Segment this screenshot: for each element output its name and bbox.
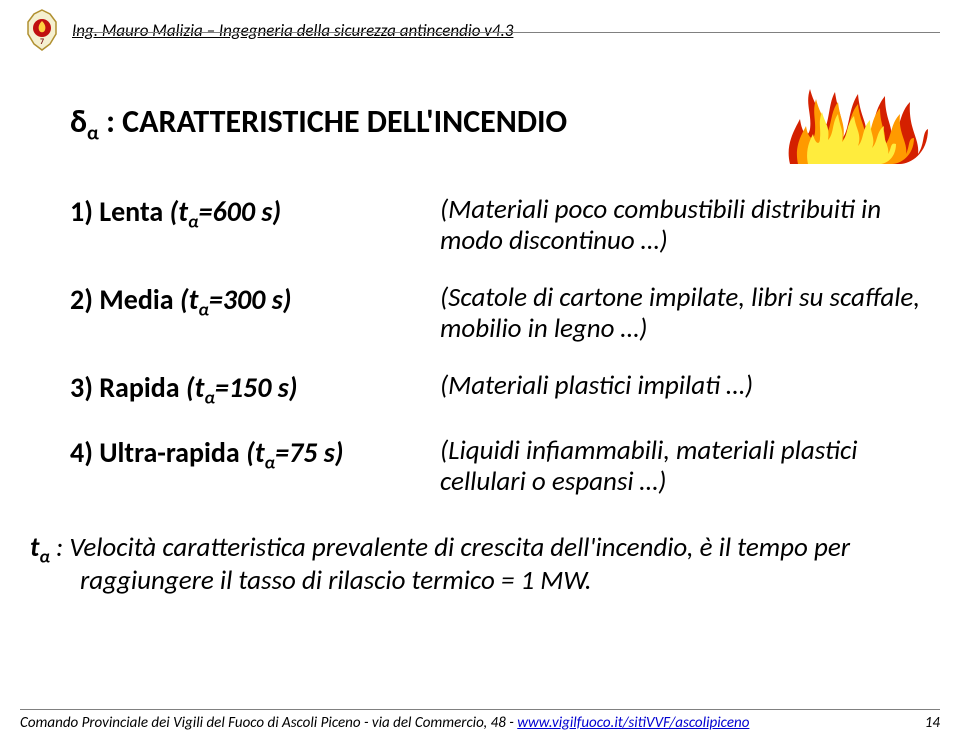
fire-icon: [780, 84, 930, 164]
growth-label: 1) Lenta (tα=600 s): [70, 194, 440, 233]
label-sub: α: [204, 387, 215, 409]
label-var: (t: [246, 435, 264, 470]
footer-link[interactable]: www.vigilfuoco.it/sitiVVF/ascolipiceno: [517, 714, 749, 732]
header-bar: 7 Ing. Mauro Malizia – Ingegneria della …: [0, 0, 960, 56]
header-text: Ing. Mauro Malizia – Ingegneria della si…: [72, 20, 513, 41]
title-sub: α: [87, 122, 99, 146]
title-delta: δ: [70, 102, 87, 141]
label-text: 2) Media: [70, 282, 180, 317]
footer-text: Comando Provinciale dei Vigili del Fuoco…: [20, 714, 749, 732]
label-post: =600 s): [199, 194, 282, 229]
label-text: 1) Lenta: [70, 194, 170, 229]
page-number: 14: [925, 714, 940, 732]
growth-desc: (Materiali poco combustibili di­stribuit…: [440, 194, 930, 256]
page-title: δα : CARATTERISTICHE DELL'INCENDIO: [70, 102, 567, 145]
label-text: 4) Ultra-rapida: [70, 435, 246, 470]
growth-label: 4) Ultra-rapida (tα=75 s): [70, 435, 440, 474]
growth-label: 3) Rapida (tα=150 s): [70, 370, 440, 409]
list-item: 1) Lenta (tα=600 s) (Materiali poco comb…: [70, 194, 930, 256]
footer-left: Comando Provinciale dei Vigili del Fuoco…: [20, 714, 517, 732]
label-sub: α: [188, 211, 199, 233]
def-line2: raggiungere il tasso di rilascio termico…: [30, 566, 930, 596]
def-sub: α: [39, 545, 50, 567]
title-rest: : CARATTERISTICHE DELL'INCENDIO: [99, 102, 567, 141]
label-sub: α: [198, 299, 209, 321]
label-var: (t: [170, 194, 188, 229]
title-row: δα : CARATTERISTICHE DELL'INCENDIO: [0, 56, 960, 174]
definition-block: tα : Velocità caratteristica prevalente …: [0, 523, 960, 597]
label-post: =150 s): [215, 370, 298, 405]
growth-label: 2) Media (tα=300 s): [70, 282, 440, 321]
label-var: (t: [186, 370, 204, 405]
growth-desc: (Scatole di cartone impilate, libri su s…: [440, 282, 930, 344]
list-item: 3) Rapida (tα=150 s) (Materiali plastici…: [70, 370, 930, 409]
list-item: 2) Media (tα=300 s) (Scatole di cartone …: [70, 282, 930, 344]
label-post: =75 s): [275, 435, 343, 470]
def-var: t: [30, 531, 39, 564]
def-line1: : Velocità caratteristica prevalente di …: [50, 531, 850, 564]
label-text: 3) Rapida: [70, 370, 186, 405]
footer-bar: Comando Provinciale dei Vigili del Fuoco…: [20, 709, 940, 732]
growth-desc: (Liquidi infiammabili, materiali plastic…: [440, 435, 930, 497]
header-rule: [74, 32, 940, 33]
growth-desc: (Materiali plastici impilati …): [440, 370, 753, 401]
content-area: 1) Lenta (tα=600 s) (Materiali poco comb…: [0, 174, 960, 497]
label-post: =300 s): [209, 282, 292, 317]
svg-text:7: 7: [40, 37, 44, 47]
label-sub: α: [265, 451, 276, 473]
list-item: 4) Ultra-rapida (tα=75 s) (Liquidi infia…: [70, 435, 930, 497]
logo-badge-icon: 7: [20, 8, 64, 52]
label-var: (t: [180, 282, 198, 317]
